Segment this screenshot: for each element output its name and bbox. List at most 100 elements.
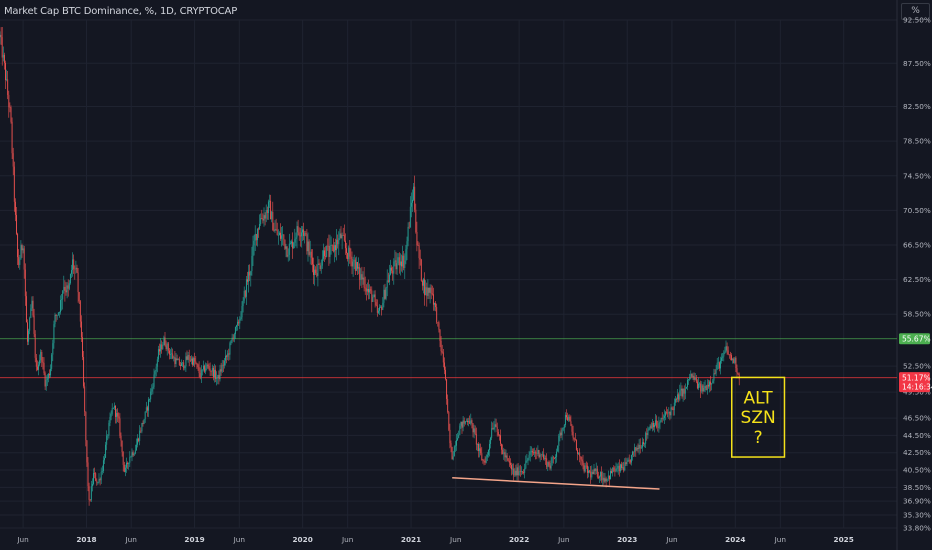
- candle: [393, 258, 394, 285]
- candle: [471, 418, 472, 428]
- candle: [221, 363, 222, 376]
- candle: [661, 418, 662, 423]
- candle-body: [462, 422, 463, 428]
- candle-body: [397, 263, 398, 269]
- candle: [629, 455, 630, 464]
- candle: [669, 411, 670, 420]
- candle-body: [342, 235, 343, 238]
- candle-body: [603, 478, 604, 482]
- candle: [157, 357, 158, 373]
- candle-body: [202, 370, 203, 371]
- candle-body: [213, 368, 214, 377]
- candle-body: [392, 271, 393, 274]
- candle-body: [589, 471, 590, 472]
- candle-body: [548, 462, 549, 466]
- candle: [341, 226, 342, 239]
- candle: [481, 447, 482, 461]
- candle: [99, 473, 100, 483]
- candle-body: [411, 203, 412, 207]
- candle-body: [83, 357, 84, 386]
- candle: [267, 207, 268, 220]
- candle: [721, 353, 722, 363]
- candle-body: [71, 270, 72, 274]
- candle-body: [121, 436, 122, 441]
- candle: [380, 305, 381, 308]
- candle: [715, 369, 716, 374]
- candle-body: [238, 322, 239, 324]
- candle: [679, 385, 680, 402]
- candle-body: [509, 461, 510, 463]
- candle: [244, 286, 245, 303]
- candle: [243, 297, 244, 312]
- candle-body: [156, 367, 157, 371]
- candle: [178, 358, 179, 360]
- candle-body: [718, 362, 719, 363]
- candle-body: [205, 369, 206, 372]
- candle-body: [334, 245, 335, 251]
- candle: [425, 280, 426, 295]
- candle-body: [114, 406, 115, 408]
- candle-body: [16, 215, 17, 234]
- candle-body: [573, 432, 574, 438]
- candle: [539, 450, 540, 458]
- candle-body: [204, 366, 205, 372]
- candle-body: [192, 359, 193, 365]
- candle-body: [634, 447, 635, 452]
- candle-body: [419, 245, 420, 258]
- candle-body: [584, 465, 585, 472]
- candle-body: [455, 446, 456, 447]
- candle: [552, 455, 553, 465]
- candle-body: [683, 389, 684, 397]
- candle: [330, 235, 331, 264]
- candle-body: [610, 471, 611, 479]
- candle: [77, 265, 78, 273]
- candle-body: [574, 438, 575, 440]
- candle: [590, 466, 591, 484]
- candle-body: [94, 473, 95, 474]
- candle: [399, 252, 400, 273]
- horizontal-levels[interactable]: [0, 339, 897, 378]
- candle: [117, 408, 118, 422]
- candle-body: [390, 268, 391, 275]
- candle-body: [732, 359, 733, 360]
- candle-body: [265, 215, 266, 218]
- candle: [356, 257, 357, 271]
- candle: [39, 355, 40, 367]
- candle-body: [249, 272, 250, 276]
- y-tick-label: 33.80%: [903, 524, 931, 533]
- candle-body: [319, 264, 320, 265]
- candle-body: [313, 264, 314, 275]
- candle: [82, 332, 83, 360]
- candle-body: [726, 346, 727, 351]
- x-tick-label: 2021: [401, 535, 421, 544]
- candle: [537, 445, 538, 456]
- candle: [55, 313, 56, 328]
- candle: [323, 244, 324, 261]
- candle: [722, 353, 723, 361]
- candle-body: [190, 360, 191, 361]
- candle-body: [63, 287, 64, 291]
- candle: [368, 280, 369, 300]
- candle: [79, 292, 80, 304]
- candle-body: [438, 322, 439, 329]
- candle-body: [508, 458, 509, 460]
- x-tick-label: 2025: [834, 535, 854, 544]
- candle-body: [262, 219, 263, 221]
- candle-body: [495, 424, 496, 427]
- candle: [18, 249, 19, 268]
- candle: [656, 415, 657, 428]
- candle: [451, 440, 452, 452]
- candle-body: [685, 389, 686, 394]
- candle-body: [80, 301, 81, 321]
- candle: [220, 365, 221, 382]
- candle-body: [169, 351, 170, 355]
- candle: [556, 449, 557, 463]
- candle: [279, 231, 280, 235]
- candle-body: [414, 187, 415, 210]
- candle: [242, 301, 243, 321]
- candle-body: [40, 352, 41, 360]
- candle: [695, 373, 696, 380]
- candle-body: [162, 345, 163, 349]
